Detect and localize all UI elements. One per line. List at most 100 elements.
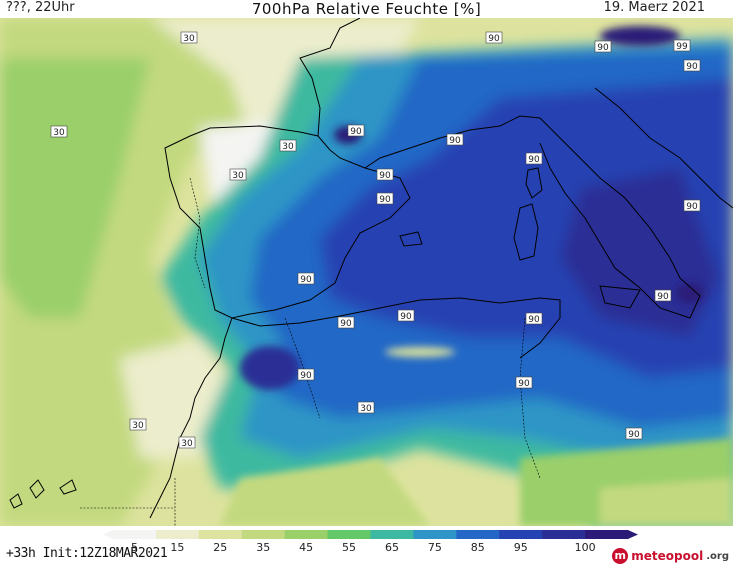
svg-text:99: 99 — [676, 42, 688, 52]
colorbar-tick-label: 15 — [170, 541, 184, 554]
svg-text:90: 90 — [300, 275, 312, 285]
colorbar-tick-label: 35 — [256, 541, 270, 554]
isoline-label: 30 — [357, 401, 375, 414]
svg-text:90: 90 — [686, 62, 698, 72]
isoline-label: 90 — [654, 289, 672, 302]
field-zone-atlantic — [0, 58, 150, 318]
coastlines — [9, 18, 733, 519]
colorbar: 5 15 25 35 45 55 65 75 85 95 100 — [103, 530, 638, 554]
colorbar-swatch — [585, 530, 638, 539]
field-zone-light-south — [220, 458, 430, 526]
svg-text:90: 90 — [488, 34, 500, 44]
canary-3 — [9, 493, 23, 509]
tunisia-border — [519, 317, 541, 479]
svg-text:90: 90 — [518, 379, 530, 389]
colorbar-swatch — [413, 530, 457, 539]
colorbar-tick-label: 25 — [213, 541, 227, 554]
svg-text:30: 30 — [53, 128, 65, 138]
svg-text:90: 90 — [528, 155, 540, 165]
italy-coast — [539, 117, 701, 319]
svg-text:90: 90 — [657, 292, 669, 302]
colorbar-swatch — [103, 530, 156, 539]
isoline-label: 30 — [50, 125, 68, 138]
svg-text:90: 90 — [379, 171, 391, 181]
field-spot-dry-strip — [385, 347, 455, 357]
svg-text:90: 90 — [350, 127, 362, 137]
svg-text:30: 30 — [232, 171, 244, 181]
isoline-label: 90 — [297, 368, 315, 381]
field-zone-light-southeast — [600, 478, 733, 526]
sardinia — [513, 203, 539, 261]
meteopool-logo[interactable]: m meteopool .org — [612, 546, 729, 566]
isoline-label: 90 — [347, 124, 365, 137]
map-footer: 5 15 25 35 45 55 65 75 85 95 100 +33h Init:12Z18MA… — [0, 526, 733, 566]
svg-text:30: 30 — [183, 34, 195, 44]
sicily — [599, 285, 641, 309]
svg-text:90: 90 — [528, 315, 540, 325]
isoline-label: 30 — [178, 436, 196, 449]
isoline-label: 90 — [337, 316, 355, 329]
algeria-border — [284, 317, 321, 419]
portugal-border — [189, 177, 206, 289]
colorbar-swatch — [499, 530, 543, 539]
canary-2 — [59, 479, 77, 495]
map-header: ???, 22Uhr 700hPa Relative Feuchte [%] 1… — [0, 0, 733, 18]
isoline-label: 90 — [376, 168, 394, 181]
colorbar-labels: 5 15 25 35 45 55 65 75 85 95 100 — [131, 541, 596, 554]
morocco-coast — [149, 317, 233, 519]
isoline-label: 30 — [180, 31, 198, 44]
field-spot-max-3 — [676, 283, 704, 303]
forecast-date: 19. Maerz 2021 — [603, 0, 705, 15]
borders — [80, 177, 541, 526]
france-coast — [299, 18, 361, 137]
colorbar-swatch — [370, 530, 414, 539]
svg-text:30: 30 — [181, 439, 193, 449]
isoline-label: 90 — [446, 133, 464, 146]
field-spot-max-4 — [240, 346, 300, 390]
colorbar-tick-label: 65 — [385, 541, 399, 554]
adriatic-coast — [594, 87, 733, 209]
isoline-label: 90 — [683, 199, 701, 212]
svg-text:90: 90 — [686, 202, 698, 212]
isoline-label: 90 — [594, 40, 612, 53]
forecast-time: ???, 22Uhr — [6, 0, 75, 15]
field-spot-max-2 — [600, 26, 680, 46]
logo-name: meteopool — [631, 549, 704, 563]
isoline-label: 90 — [683, 59, 701, 72]
isoline-label: 30 — [229, 168, 247, 181]
isoline-label: 90 — [485, 31, 503, 44]
isoline-label: 99 — [673, 39, 691, 52]
field-zone-pale-north — [150, 18, 420, 138]
colorbar-tick-label: 85 — [471, 541, 485, 554]
svg-text:90: 90 — [400, 312, 412, 322]
isoline-label: 90 — [515, 376, 533, 389]
svg-text:90: 90 — [300, 371, 312, 381]
isoline-label: 90 — [625, 427, 643, 440]
colorbar-swatch — [198, 530, 243, 539]
colorbar-swatch — [456, 530, 500, 539]
colorbar-tick-label: 45 — [299, 541, 313, 554]
svg-text:90: 90 — [597, 43, 609, 53]
logo-mark-icon: m — [612, 548, 629, 564]
canary-1 — [29, 479, 45, 499]
logo-tld: .org — [706, 550, 729, 562]
colorbar-tick-label: 5 — [131, 541, 138, 554]
svg-text:90: 90 — [340, 319, 352, 329]
mallorca — [399, 231, 423, 247]
colorbar-tick-label: 100 — [575, 541, 596, 554]
isoline-label: 90 — [525, 312, 543, 325]
colorbar-swatch — [542, 530, 586, 539]
isoline-label: 90 — [376, 192, 394, 205]
humidity-map: 30 30 30 30 30 30 30 90 90 90 90 90 90 9… — [0, 18, 733, 526]
colorbar-swatch — [155, 530, 200, 539]
svg-text:30: 30 — [132, 421, 144, 431]
colorbar-swatch — [241, 530, 286, 539]
colorbar-tick-label: 55 — [342, 541, 356, 554]
humidity-field — [0, 18, 733, 526]
isoline-label: 90 — [297, 272, 315, 285]
corsica — [525, 167, 543, 199]
north-africa-coast — [231, 297, 561, 359]
colorbar-tick-label: 75 — [428, 541, 442, 554]
isoline-label: 30 — [279, 139, 297, 152]
init-timestamp: +33h Init:12Z18MAR2021 — [6, 546, 168, 561]
